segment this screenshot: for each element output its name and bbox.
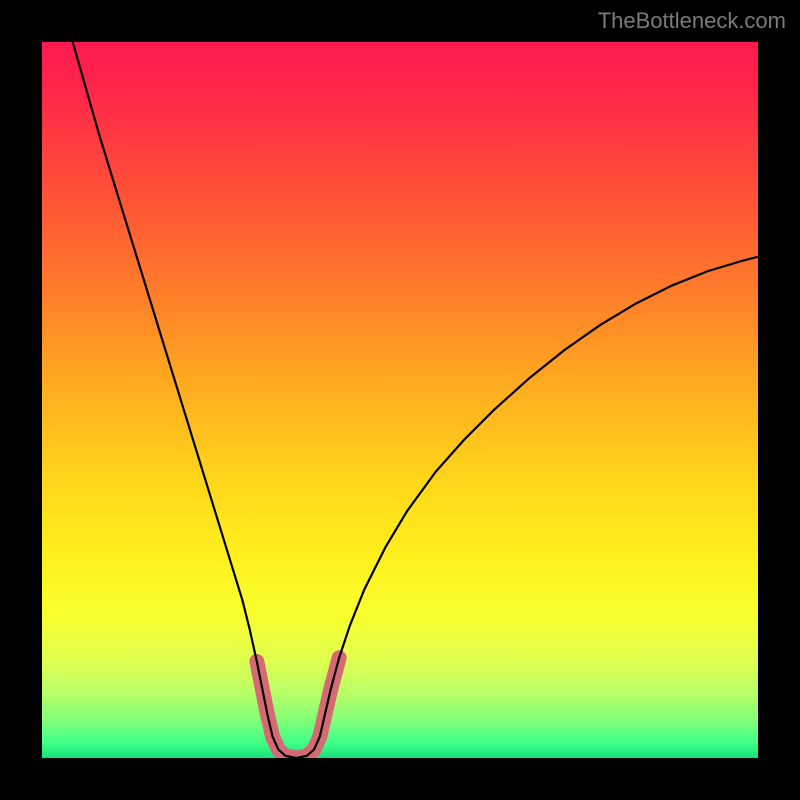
bottleneck-curve — [42, 0, 758, 758]
curve-layer — [0, 0, 800, 800]
watermark-text: TheBottleneck.com — [598, 8, 786, 34]
chart-stage: TheBottleneck.com — [0, 0, 800, 800]
